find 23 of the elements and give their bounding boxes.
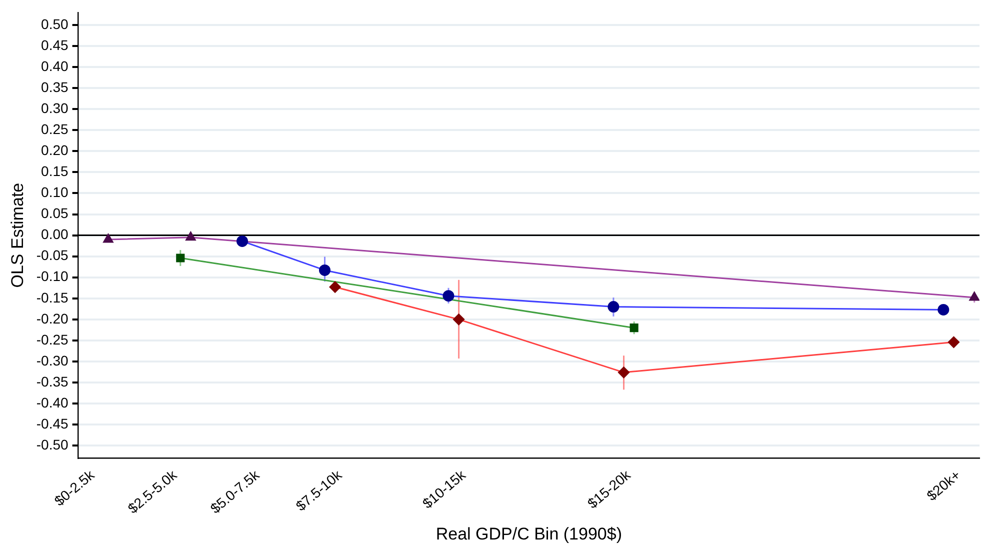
- y-tick-label: 0.45: [41, 36, 69, 53]
- y-tick-label: -0.15: [36, 289, 69, 306]
- y-tick-label: -0.05: [36, 247, 69, 264]
- y-tick-label: 0.05: [41, 205, 69, 222]
- y-tick-label: 0.20: [41, 142, 69, 158]
- y-tick-label: 0.40: [41, 58, 69, 74]
- y-tick-label: 0.25: [41, 121, 69, 138]
- y-tick-label: -0.20: [36, 310, 69, 326]
- y-tick-label: -0.35: [36, 373, 69, 390]
- y-tick-label: 0.30: [41, 100, 69, 116]
- y-tick-label: -0.45: [36, 415, 69, 432]
- y-tick-label: -0.10: [36, 268, 69, 284]
- y-tick-label: -0.50: [36, 436, 69, 452]
- y-tick-label: -0.25: [36, 331, 69, 348]
- y-tick-label: -0.30: [36, 352, 69, 368]
- x-axis-title: Real GDP/C Bin (1990$): [436, 524, 622, 544]
- y-tick-label: 0.10: [41, 184, 69, 200]
- y-tick-label: -0.40: [36, 394, 69, 410]
- y-tick-label: 0.00: [41, 226, 69, 242]
- y-tick-label: 0.50: [41, 16, 69, 32]
- y-tick-label: 0.35: [41, 78, 69, 95]
- y-axis-title: OLS Estimate: [8, 182, 27, 288]
- y-tick-label: 0.15: [41, 163, 69, 180]
